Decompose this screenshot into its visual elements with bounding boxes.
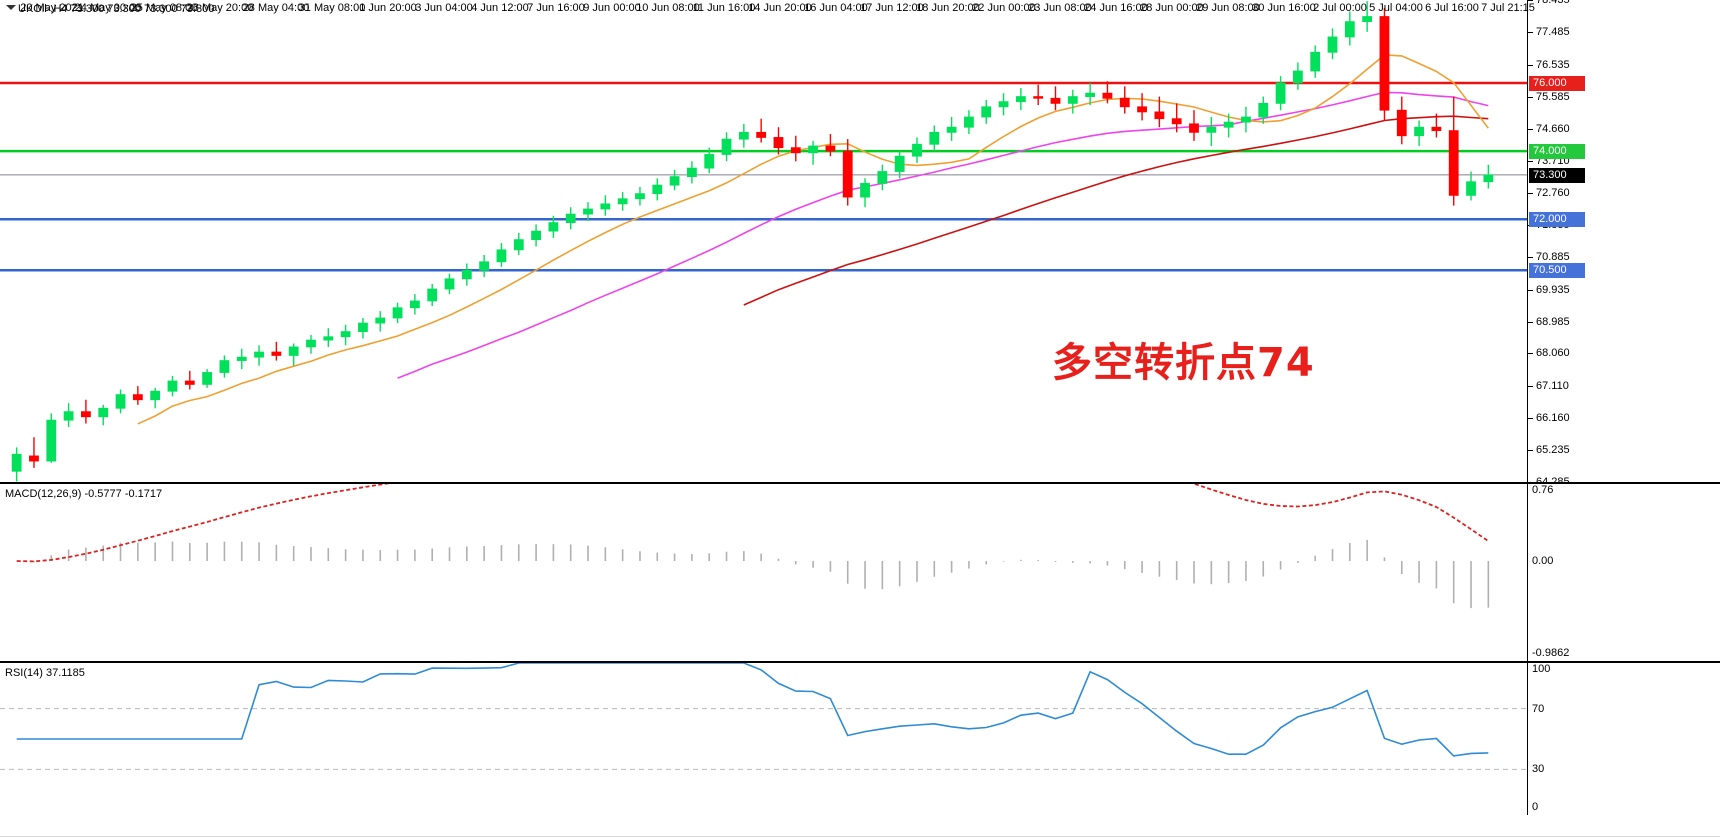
rsi-series-svg <box>0 663 1527 770</box>
time-tick: 3 Jun 04:00 <box>415 2 473 14</box>
time-tick: 2 Jul 00:00 <box>1313 2 1367 14</box>
time-tick: 18 Jun 20:00 <box>916 2 980 14</box>
chart-annotation-text: 多空转折点74 <box>1052 340 1315 386</box>
macd-tick: 0.00 <box>1532 555 1554 568</box>
price-tick: 74.660 <box>1528 123 1570 136</box>
time-tick: 30 Jun 16:00 <box>1252 2 1316 14</box>
time-tick: 25 May 08:00 <box>130 2 198 14</box>
time-tick: 6 Jul 16:00 <box>1425 2 1479 14</box>
time-tick: 24 May 00:00 <box>74 2 142 14</box>
time-tick: 22 Jun 00:00 <box>972 2 1036 14</box>
time-tick: 9 Jun 00:00 <box>583 2 641 14</box>
macd-tick: -0.9862 <box>1532 647 1570 659</box>
rsi-tick: 70 <box>1532 702 1545 715</box>
rsi-label: RSI(14) 37.1185 <box>5 667 85 679</box>
symbol-label: UKOil-,H4 73.300 73.300 73.300 73.300 <box>18 3 215 15</box>
time-tick: 7 Jul 21:15 <box>1481 2 1535 14</box>
time-tick: 7 Jun 16:00 <box>527 2 585 14</box>
panel-divider-2 <box>0 661 1720 663</box>
price-series-svg <box>0 1 1527 482</box>
time-tick: 16 Jun 04:00 <box>804 2 868 14</box>
time-tick: 4 Jun 12:00 <box>471 2 529 14</box>
time-tick: 23 Jun 08:00 <box>1028 2 1092 14</box>
macd-plot-area[interactable] <box>0 484 1527 661</box>
price-tick: 75.585 <box>1528 91 1570 104</box>
macd-series-svg <box>16 484 1490 609</box>
time-tick: 17 Jun 12:00 <box>860 2 924 14</box>
macd-axis-scale[interactable]: 0.76 0.00 -0.9862 <box>1527 484 1720 661</box>
macd-tick: 0.76 <box>1532 484 1554 496</box>
time-tick: 28 May 04:00 <box>242 2 310 14</box>
price-badge-pivot-74[interactable]: 74.000 <box>1529 144 1585 160</box>
price-tick: 77.485 <box>1528 26 1570 39</box>
price-tick: 76.535 <box>1528 59 1570 72</box>
price-tick: 66.160 <box>1528 412 1570 425</box>
price-tick: 70.885 <box>1528 251 1570 264</box>
time-tick: 10 Jun 08:00 <box>636 2 700 14</box>
chevron-down-icon[interactable] <box>6 5 16 10</box>
price-axis-scale[interactable]: 78.435 77.485 76.535 75.585 74.660 73.710 72.7… <box>1527 0 1720 488</box>
rsi-tick: 100 <box>1532 663 1551 675</box>
price-badge-resistance-76[interactable]: 76.000 <box>1529 75 1585 91</box>
rsi-plot-area[interactable] <box>0 663 1527 815</box>
time-tick: 5 Jul 04:00 <box>1369 2 1423 14</box>
price-badge-support-72[interactable]: 72.000 <box>1529 212 1585 228</box>
rsi-panel[interactable]: RSI(14) 37.1185 100 70 30 0 <box>0 663 1720 815</box>
rsi-tick: 0 <box>1532 801 1539 813</box>
price-badge-last-price-73[interactable]: 73.300 <box>1529 167 1585 183</box>
rsi-axis-scale[interactable]: 100 70 30 0 <box>1527 663 1720 815</box>
macd-panel[interactable]: MACD(12,26,9) -0.5777 -0.1717 0.76 0.00 -0… <box>0 484 1720 661</box>
time-tick: 11 Jun 16:00 <box>692 2 756 14</box>
time-tick: 26 May 20:00 <box>186 2 254 14</box>
macd-label: MACD(12,26,9) -0.5777 -0.1717 <box>5 488 163 500</box>
time-tick: 29 Jun 08:00 <box>1196 2 1260 14</box>
time-tick: 20 May 2021 <box>20 2 84 14</box>
price-tick: 68.985 <box>1528 316 1570 329</box>
rsi-tick: 30 <box>1532 763 1545 776</box>
price-tick: 67.110 <box>1528 380 1569 393</box>
time-tick: 14 Jun 20:00 <box>748 2 812 14</box>
price-tick: 72.760 <box>1528 187 1570 200</box>
price-tick: 78.435 <box>1528 0 1570 7</box>
price-tick: 68.060 <box>1528 347 1570 360</box>
time-tick: 31 May 08:00 <box>298 2 366 14</box>
price-plot-area[interactable] <box>0 0 1527 482</box>
time-tick: 28 Jun 00:00 <box>1140 2 1204 14</box>
price-chart-panel[interactable]: UKOil-,H4 73.300 73.300 73.300 73.300 78… <box>0 0 1720 488</box>
price-badge-support-70-5[interactable]: 70.500 <box>1529 263 1585 279</box>
price-tick: 65.235 <box>1528 444 1570 457</box>
time-tick: 24 Jun 16:00 <box>1084 2 1148 14</box>
panel-divider-1 <box>0 482 1720 484</box>
price-tick: 69.935 <box>1528 284 1570 297</box>
time-tick: 1 Jun 20:00 <box>359 2 417 14</box>
